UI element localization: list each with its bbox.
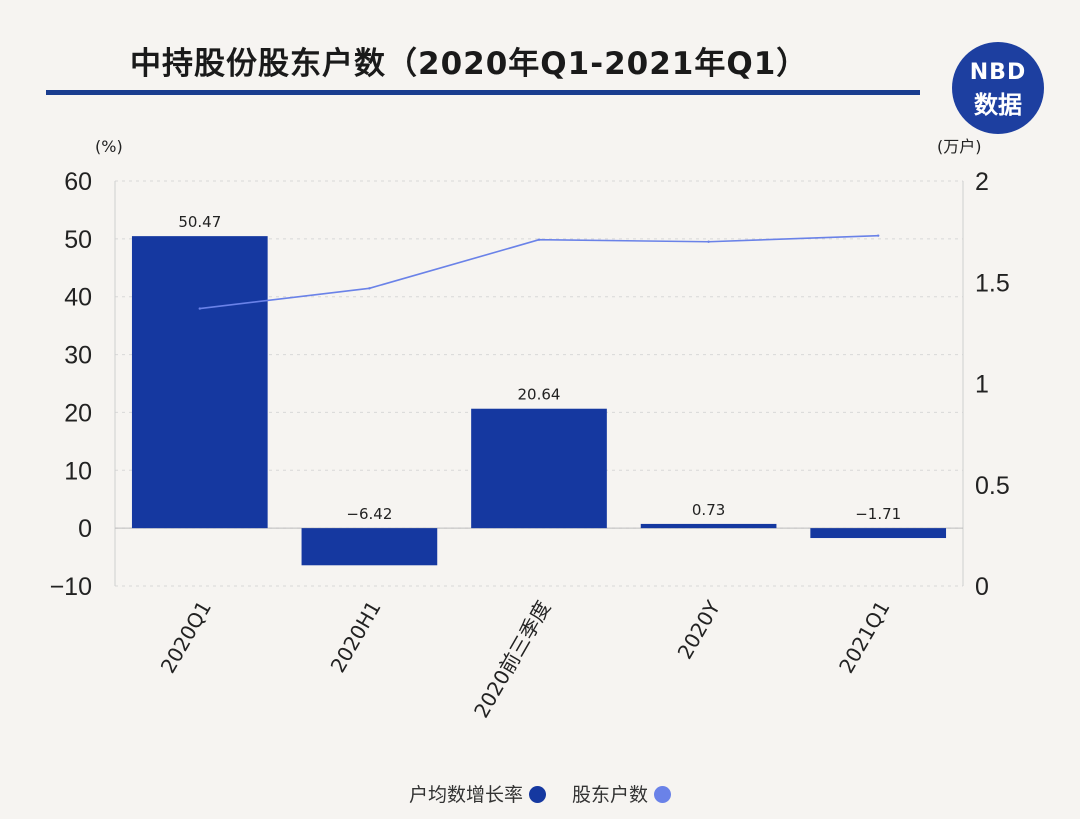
line-point xyxy=(537,238,541,241)
x-category-label: 2020前三季度 xyxy=(469,597,555,722)
x-category-label: 2020Y xyxy=(673,596,726,663)
y-left-tick-label: 50 xyxy=(64,226,92,254)
legend-label-shareholders: 股东户数 xyxy=(572,784,649,806)
x-category-label: 2020H1 xyxy=(326,597,386,677)
legend-swatch-bar xyxy=(528,786,546,803)
y-left-tick-label: 10 xyxy=(64,457,92,485)
bar xyxy=(301,528,438,566)
bar xyxy=(131,236,268,529)
y-right-tick-label: 1 xyxy=(975,371,989,399)
y-left-tick-label: 60 xyxy=(64,168,92,196)
y-right-unit-label: (万户) xyxy=(937,137,982,156)
y-left-tick-label: 0 xyxy=(78,515,92,543)
y-right-tick-label: 0 xyxy=(975,573,989,601)
legend-item-shareholders: 股东户数 xyxy=(572,780,672,807)
line-point xyxy=(368,287,371,290)
legend-swatch-line xyxy=(654,786,672,803)
bar xyxy=(471,408,607,529)
y-right-tick-label: 1.5 xyxy=(975,269,1010,297)
bar xyxy=(810,528,947,539)
chart-title: 中持股份股东户数（2020年Q1-2021年Q1） xyxy=(130,46,809,82)
bar-data-label: 50.47 xyxy=(178,213,221,231)
legend: 户均数增长率 股东户数 xyxy=(0,780,1080,807)
shareholders-line xyxy=(199,234,879,310)
bar-data-label: −6.42 xyxy=(346,505,392,523)
line-point xyxy=(877,234,880,237)
bar-data-label: 0.73 xyxy=(692,501,725,519)
y-right-tick-label: 2 xyxy=(975,168,989,196)
line-point xyxy=(707,240,710,243)
x-category-label: 2021Q1 xyxy=(834,597,894,678)
bar xyxy=(640,523,777,529)
y-left-tick-label: 30 xyxy=(64,342,92,370)
y-left-tick-label: 40 xyxy=(64,284,92,312)
logo-text-data: 数据 xyxy=(974,91,1022,119)
y-left-tick-label: 20 xyxy=(64,399,92,427)
y-left-tick-label: −10 xyxy=(50,573,92,601)
logo-text-nbd: NBD xyxy=(969,60,1027,85)
legend-item-growth-rate: 户均数增长率 xyxy=(409,780,546,807)
y-left-unit-label: (%) xyxy=(95,137,123,156)
bar-data-label: 20.64 xyxy=(518,386,561,404)
bar-data-label: −1.71 xyxy=(855,505,901,523)
x-category-label: 2020Q1 xyxy=(156,597,216,678)
legend-label-growth-rate: 户均数增长率 xyxy=(408,784,523,806)
title-underline xyxy=(46,90,920,95)
line-point xyxy=(198,307,201,310)
y-right-tick-label: 0.5 xyxy=(975,472,1010,500)
nbd-data-logo: NBD 数据 xyxy=(952,42,1044,134)
